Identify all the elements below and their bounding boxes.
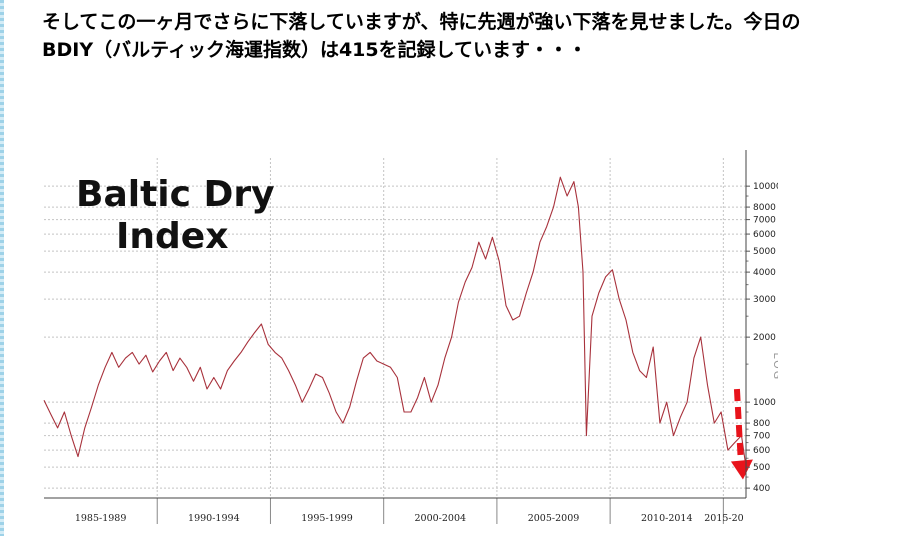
- y-tick-label: 2000: [753, 333, 776, 343]
- chart-grid: [44, 158, 746, 498]
- y-tick-label: 3000: [753, 295, 776, 305]
- chart-svg: Baltic Dry Index 10000 8000 7000 6000 5000 40…: [43, 150, 778, 524]
- chart-series: [43, 176, 747, 468]
- post-text: そしてこの一ヶ月でさらに下落していますが、特に先週が強い下落を見せました。今日の…: [42, 8, 917, 64]
- x-tick-label: 1990-1994: [188, 513, 240, 524]
- x-axis: 1985-1989 1990-1994 1995-1999 2000-2004 2005…: [44, 497, 746, 524]
- y-tick-label: 800: [753, 419, 770, 429]
- y-tick-label: 400: [753, 484, 770, 494]
- post-text-line-2: BDIY（バルティック海運指数）は415を記録しています・・・: [42, 39, 588, 61]
- y-tick-label: 7000: [753, 216, 776, 226]
- chart-title-line-1: Baltic Dry: [76, 174, 275, 215]
- page-left-border: [0, 0, 4, 536]
- y-tick-label: 4000: [753, 268, 776, 278]
- y-tick-label: 600: [753, 446, 770, 456]
- y-axis-scale-label: LOG: [771, 352, 778, 381]
- y-tick-label: 1000: [753, 398, 776, 408]
- x-tick-label: 2010-2014: [641, 513, 693, 524]
- y-tick-label: 5000: [753, 247, 776, 257]
- arrow-head: [730, 459, 753, 480]
- bdi-series-line: [43, 176, 747, 468]
- x-tick-label: 1995-1999: [301, 513, 353, 524]
- x-tick-label: 2005-2009: [528, 513, 580, 524]
- baltic-dry-index-chart: Baltic Dry Index 10000 8000 7000 6000 5000 40…: [38, 150, 778, 536]
- y-tick-label: 700: [753, 432, 770, 442]
- x-tick-label: 2015-20: [704, 513, 743, 524]
- post-text-line-1: そしてこの一ヶ月でさらに下落していますが、特に先週が強い下落を見せました。今日の: [42, 11, 801, 33]
- y-tick-label: 6000: [753, 230, 776, 240]
- arrow-shaft: [733, 388, 744, 464]
- y-axis: 10000 8000 7000 6000 5000 4000 3000 2000 1000 800…: [745, 150, 778, 498]
- x-tick-label: 2000-2004: [415, 513, 467, 524]
- y-tick-label: 10000: [753, 182, 778, 192]
- y-tick-label: 8000: [753, 203, 776, 213]
- x-tick-label: 1985-1989: [75, 513, 127, 524]
- down-arrow-annotation: [730, 388, 753, 480]
- y-tick-label: 500: [753, 463, 770, 473]
- chart-title-line-2: Index: [116, 216, 228, 257]
